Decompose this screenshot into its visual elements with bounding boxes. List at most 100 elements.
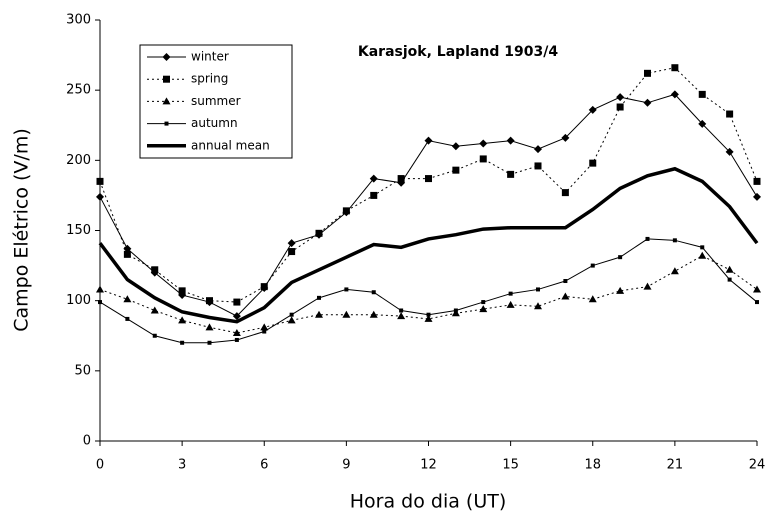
data-point	[453, 308, 458, 313]
data-point	[727, 277, 732, 282]
data-point	[98, 300, 102, 305]
data-point	[96, 192, 104, 201]
data-point	[288, 248, 296, 256]
data-point	[479, 139, 488, 148]
data-point	[317, 295, 321, 300]
data-point	[726, 110, 734, 118]
data-point	[451, 142, 460, 151]
data-point	[670, 267, 679, 275]
data-point	[698, 90, 706, 98]
legend-label: autumn	[191, 116, 238, 130]
data-point	[753, 285, 761, 293]
data-point	[397, 175, 405, 183]
data-point	[753, 192, 761, 201]
legend-marker	[162, 97, 171, 105]
data-point	[178, 287, 186, 295]
data-point	[96, 177, 104, 185]
data-point	[424, 314, 433, 322]
legend-marker	[163, 75, 170, 83]
x-tick-label: 21	[667, 458, 684, 473]
data-point	[123, 295, 132, 303]
data-point	[536, 287, 540, 292]
data-point	[232, 328, 241, 336]
legend-label: summer	[191, 94, 241, 108]
data-point	[645, 236, 650, 241]
y-tick-label: 300	[66, 13, 91, 28]
chart-title: Karasjok, Lapland 1903/4	[358, 44, 558, 60]
data-point	[123, 250, 131, 258]
data-point	[289, 312, 294, 317]
data-point	[479, 305, 488, 313]
data-point	[725, 265, 734, 273]
data-point	[151, 266, 159, 274]
data-point	[506, 136, 515, 145]
series-line	[99, 238, 758, 344]
data-point	[287, 239, 296, 248]
data-point	[180, 340, 185, 345]
data-point	[672, 238, 677, 243]
data-point	[588, 295, 597, 303]
data-point	[618, 255, 623, 260]
legend-marker	[164, 121, 169, 126]
data-point	[399, 308, 404, 313]
data-point	[616, 286, 625, 294]
data-point	[287, 316, 296, 324]
data-point	[205, 323, 214, 331]
data-point	[563, 279, 568, 284]
data-point	[206, 297, 213, 305]
data-point	[616, 103, 624, 111]
y-tick-label: 250	[66, 83, 91, 98]
data-point	[152, 333, 157, 338]
x-tick-label: 18	[584, 458, 601, 473]
data-point	[451, 309, 460, 317]
data-point	[344, 287, 349, 292]
data-point	[643, 282, 652, 290]
legend-marker	[162, 53, 171, 61]
y-tick-label: 0	[83, 434, 91, 449]
legend-label: annual mean	[191, 138, 270, 152]
data-point	[479, 155, 487, 163]
data-point	[234, 337, 239, 342]
y-tick-label: 150	[66, 223, 91, 238]
data-point	[425, 175, 432, 183]
x-tick-label: 15	[502, 458, 519, 473]
data-point	[96, 285, 104, 293]
data-point	[725, 147, 734, 156]
data-point	[698, 251, 707, 259]
data-point	[561, 189, 569, 197]
data-point	[590, 263, 595, 268]
data-point	[260, 323, 269, 331]
data-point	[700, 245, 705, 250]
data-point	[342, 310, 351, 318]
data-point	[561, 292, 570, 300]
y-tick-label: 200	[66, 153, 91, 168]
data-point	[232, 312, 241, 321]
data-point	[123, 244, 132, 253]
data-point	[589, 159, 597, 167]
data-point	[397, 312, 406, 320]
series-line	[98, 166, 759, 324]
data-point	[262, 329, 267, 334]
data-point	[508, 291, 513, 296]
legend-label: winter	[191, 50, 229, 64]
data-point	[369, 310, 378, 318]
y-axis-title: Campo Elétrico (V/m)	[11, 128, 33, 332]
data-point	[207, 340, 212, 345]
data-point	[534, 302, 542, 310]
data-point	[315, 229, 323, 237]
data-point	[452, 166, 460, 174]
data-point	[342, 207, 350, 215]
data-point	[588, 105, 597, 114]
data-point	[698, 119, 707, 128]
data-point	[233, 298, 241, 306]
x-axis-title: Hora do dia (UT)	[350, 491, 507, 513]
x-tick-label: 6	[260, 458, 268, 473]
y-tick-label: 50	[74, 363, 91, 378]
x-tick-label: 12	[420, 458, 437, 473]
data-point	[426, 312, 431, 317]
data-point	[424, 136, 433, 145]
legend-label: spring	[191, 72, 228, 86]
data-point	[671, 64, 679, 72]
data-point	[753, 177, 761, 185]
